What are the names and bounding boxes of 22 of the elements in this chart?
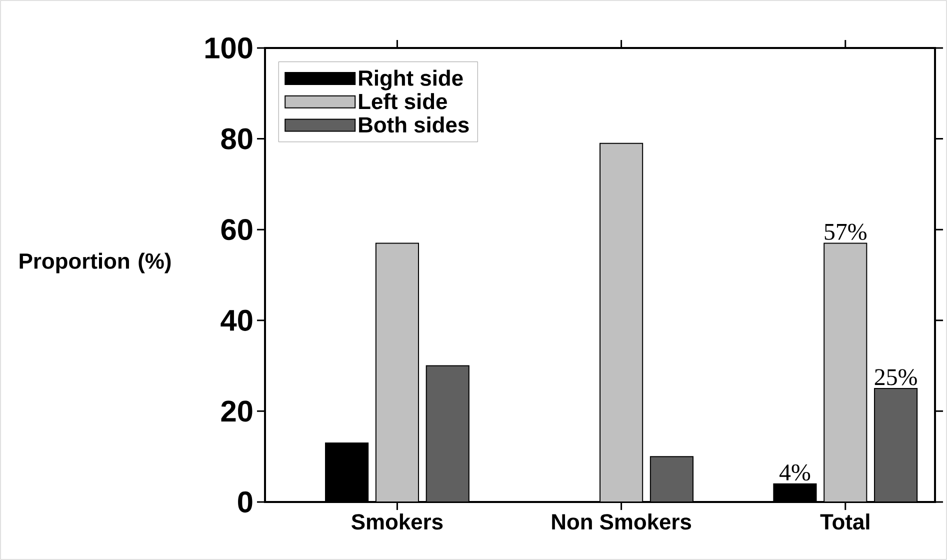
y-tick-label: 60 [221, 218, 252, 240]
y-tick-label: 40 [220, 310, 252, 331]
legend-label: Left side [359, 93, 447, 110]
bar [426, 365, 470, 502]
bar [650, 456, 694, 502]
x-tick-label: Smokers [352, 513, 443, 530]
data-label: 25% [874, 369, 917, 386]
data-label: 57% [824, 224, 866, 240]
y-tick-label: 100 [205, 37, 252, 59]
x-tick-label: Total [820, 513, 870, 530]
bar [375, 242, 420, 502]
y-axis-title: Proportion (%) [20, 252, 171, 274]
bar [600, 142, 644, 502]
data-label: 4% [779, 464, 810, 481]
y-tick-label: 20 [221, 400, 252, 422]
bar [824, 242, 868, 502]
y-tick-label: 80 [221, 128, 252, 150]
y-tick-label: 0 [238, 491, 252, 513]
bar [874, 388, 918, 502]
x-tick-label: Non Smokers [552, 513, 692, 530]
legend-label: Both sides [359, 116, 469, 133]
legend-label: Right side [359, 70, 463, 90]
